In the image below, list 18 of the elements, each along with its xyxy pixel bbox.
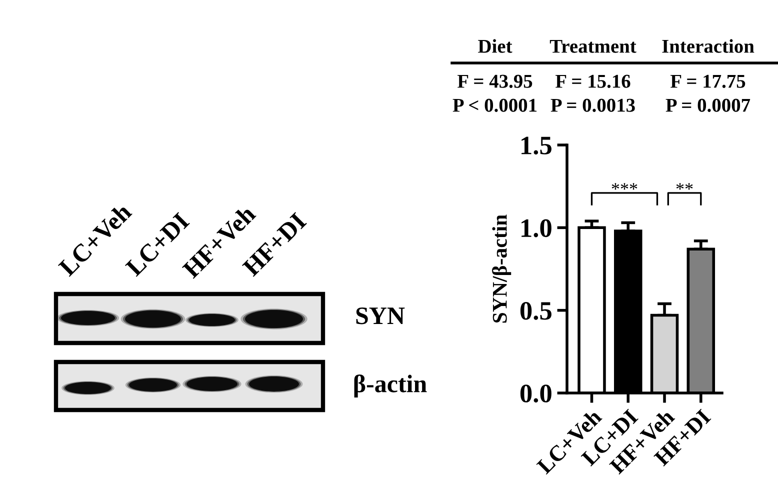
text: β-actin — [354, 374, 427, 398]
text: P = 0.0013 — [550, 98, 635, 112]
annotation: ** — [676, 183, 693, 190]
text: Diet — [478, 39, 512, 53]
y-tick-label: 0.0 — [520, 384, 552, 403]
text: Interaction — [662, 39, 754, 53]
y-tick-label: 1.0 — [522, 219, 552, 238]
y-axis-title: SYN/β-actin — [492, 214, 512, 323]
text: F = 43.95 — [457, 74, 532, 88]
annotation: *** — [612, 183, 638, 190]
text: Treatment — [550, 40, 636, 53]
text: P < 0.0001 — [452, 98, 537, 112]
text: SYN — [356, 307, 405, 324]
text: P = 0.0007 — [666, 98, 750, 112]
text: F = 15.16 — [555, 74, 630, 88]
y-tick-label: 1.5 — [522, 136, 552, 155]
text: F = 17.75 — [670, 74, 746, 88]
y-tick-label: 0.5 — [520, 302, 552, 320]
